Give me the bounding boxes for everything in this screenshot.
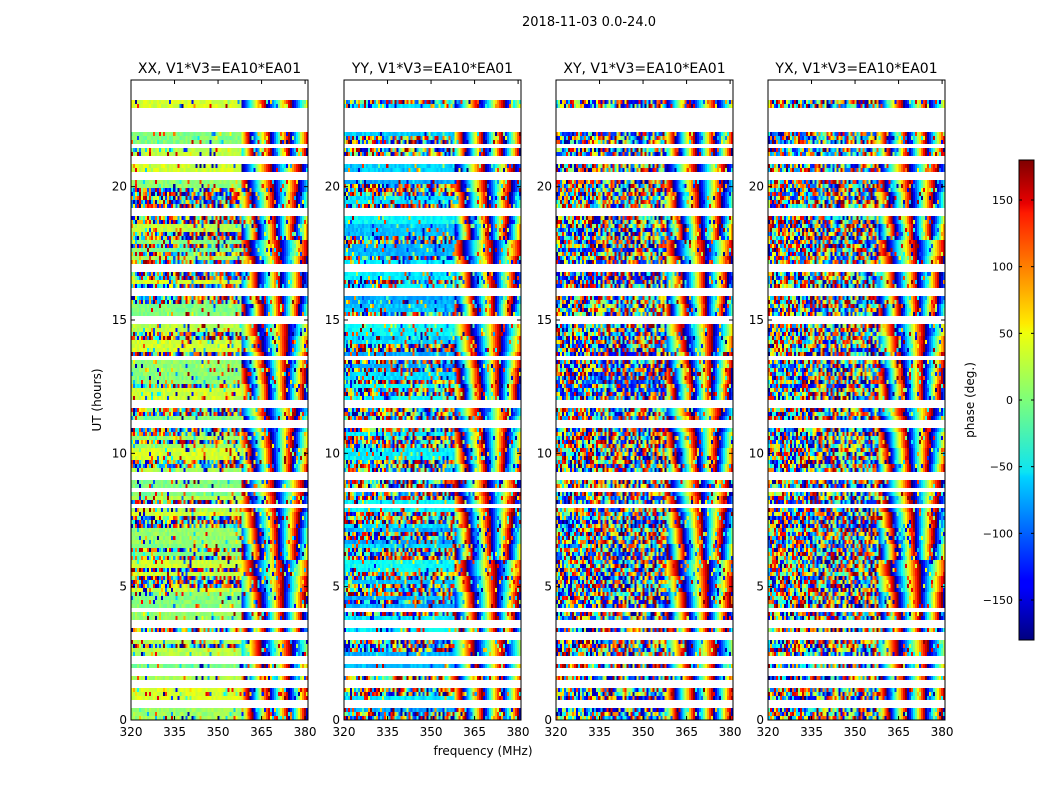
- colorbar-tick-label: 0: [1006, 394, 1013, 407]
- panel-yy: YY, V1*V3=EA10*EA01 320 335 350 365 380 0 5 10 15…: [325, 61, 530, 739]
- y-tick-label: 10: [537, 446, 552, 460]
- x-axis-label: frequency (MHz): [433, 744, 532, 758]
- panel-frame: [555, 79, 734, 721]
- y-tick-label: 0: [119, 713, 127, 727]
- y-axis-label: UT (hours): [90, 368, 104, 431]
- y-tick-label: 10: [112, 446, 127, 460]
- x-tick-label: 380: [294, 725, 317, 739]
- y-tick-label: 5: [332, 580, 340, 594]
- colorbar-label: phase (deg.): [963, 362, 977, 438]
- colorbar-tick-label: 50: [999, 327, 1013, 340]
- y-tick-label: 10: [325, 446, 340, 460]
- x-tick-label: 350: [844, 725, 867, 739]
- x-tick-label: 365: [250, 725, 273, 739]
- x-tick-label: 365: [887, 725, 910, 739]
- x-tick-label: 365: [675, 725, 698, 739]
- y-tick-label: 15: [749, 313, 764, 327]
- x-tick-label: 335: [163, 725, 186, 739]
- colorbar-ticks: −150 −100 −50 0 50 100 150: [983, 194, 1034, 607]
- panel-title: XX, V1*V3=EA10*EA01: [138, 61, 301, 77]
- y-tick-label: 0: [544, 713, 552, 727]
- colorbar-tick-label: −150: [983, 594, 1013, 607]
- y-tick-label: 20: [112, 180, 127, 194]
- x-tick-label: 320: [545, 725, 568, 739]
- panel-title: XY, V1*V3=EA10*EA01: [563, 61, 725, 77]
- colorbar-tick-label: −100: [983, 527, 1013, 540]
- panel-title: YY, V1*V3=EA10*EA01: [351, 61, 513, 77]
- x-tick-label: 350: [207, 725, 230, 739]
- y-tick-label: 5: [544, 580, 552, 594]
- x-tick-label: 320: [120, 725, 143, 739]
- colorbar: −150 −100 −50 0 50 100 150 phase (deg.): [963, 159, 1035, 641]
- y-tick-label: 20: [325, 180, 340, 194]
- panel-heatmap-xy: [556, 80, 733, 720]
- y-tick-label: 5: [756, 580, 764, 594]
- colorbar-tick-label: 100: [992, 261, 1013, 274]
- panel-yx: YX, V1*V3=EA10*EA01 320 335 350 365 380 0 5 10 15…: [749, 61, 954, 739]
- y-tick-label: 20: [749, 180, 764, 194]
- y-tick-label: 10: [749, 446, 764, 460]
- panel-xx: XX, V1*V3=EA10*EA01 320 335 350 365 380 0 5 10 15…: [112, 61, 317, 739]
- y-tick-label: 0: [332, 713, 340, 727]
- panel-heatmap-yx: [768, 80, 945, 720]
- figure-title: 2018-11-03 0.0-24.0: [522, 15, 656, 30]
- x-tick-label: 320: [333, 725, 356, 739]
- panel-frame: [767, 79, 946, 721]
- colorbar-tick-label: 150: [992, 194, 1013, 207]
- x-tick-label: 335: [588, 725, 611, 739]
- x-tick-label: 350: [420, 725, 443, 739]
- colorbar-tick-label: −50: [990, 461, 1013, 474]
- panels-group: XX, V1*V3=EA10*EA01 320 335 350 365 380 0 5 10 15…: [112, 61, 954, 739]
- y-tick-label: 15: [112, 313, 127, 327]
- panel-heatmap-yy: [344, 80, 521, 720]
- y-tick-label: 20: [537, 180, 552, 194]
- x-tick-label: 380: [931, 725, 954, 739]
- x-tick-label: 350: [632, 725, 655, 739]
- x-tick-label: 380: [507, 725, 530, 739]
- y-tick-label: 15: [537, 313, 552, 327]
- x-tick-label: 365: [463, 725, 486, 739]
- x-tick-label: 320: [757, 725, 780, 739]
- panel-xy: XY, V1*V3=EA10*EA01 320 335 350 365 380 0 5 10 15…: [537, 61, 742, 739]
- panel-title: YX, V1*V3=EA10*EA01: [774, 61, 937, 77]
- panel-heatmap-xx: [131, 80, 308, 720]
- panel-frame: [343, 79, 522, 721]
- x-tick-label: 380: [719, 725, 742, 739]
- x-tick-label: 335: [376, 725, 399, 739]
- y-tick-label: 15: [325, 313, 340, 327]
- y-tick-label: 5: [119, 580, 127, 594]
- y-tick-label: 0: [756, 713, 764, 727]
- x-tick-label: 335: [800, 725, 823, 739]
- panel-frame: [130, 79, 309, 721]
